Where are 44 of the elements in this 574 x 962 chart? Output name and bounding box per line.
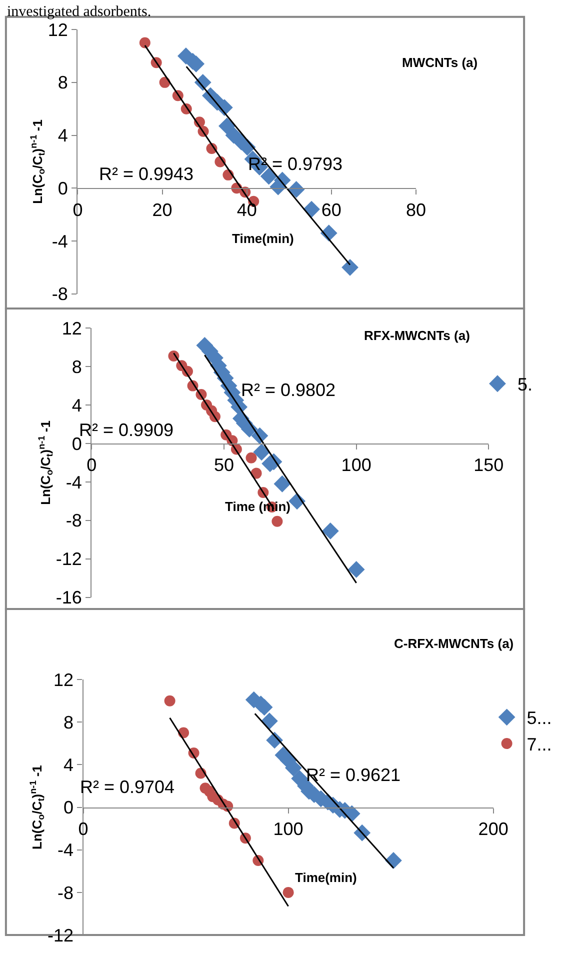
chart-title: C-RFX-MWCNTs (a) xyxy=(394,636,514,651)
x-tick-label: 150 xyxy=(474,455,504,476)
y-tick-label: 4 xyxy=(72,395,82,416)
legend-label: 7... xyxy=(526,734,552,755)
x-axis-title: Time(min) xyxy=(232,231,294,246)
y-tick-label: -8 xyxy=(52,284,68,304)
y-tick-label: 12 xyxy=(48,20,68,40)
y-tick-label: -4 xyxy=(66,472,82,492)
y-tick-label: 8 xyxy=(64,712,74,732)
x-tick-label: 100 xyxy=(341,455,372,476)
x-tick-label: 40 xyxy=(236,200,257,220)
y-tick-label: 12 xyxy=(62,318,82,338)
y-tick-label: 0 xyxy=(64,798,74,818)
annotation: R² = 0.9909 xyxy=(79,420,174,440)
y-tick-label: 8 xyxy=(72,356,82,377)
y-tick-label: 4 xyxy=(64,755,74,775)
y-tick-label: -8 xyxy=(58,882,74,903)
y-tick-label: -4 xyxy=(52,231,68,252)
y-tick-label: 0 xyxy=(72,434,82,454)
annotation: R² = 0.9704 xyxy=(80,777,175,797)
x-tick-label: 0 xyxy=(86,455,97,476)
y-tick-label: -4 xyxy=(58,840,74,860)
y-tick-label: 12 xyxy=(54,670,74,690)
x-axis-title: Time(min) xyxy=(295,870,357,885)
y-tick-label: 8 xyxy=(58,72,68,93)
text: investigated adsorbents. xyxy=(7,4,152,20)
text: MWCNTs (a) xyxy=(402,55,478,70)
annotation: R² = 0.9943 xyxy=(99,164,194,184)
y-tick-label: 0 xyxy=(58,178,68,198)
x-tick-label: 80 xyxy=(406,200,426,220)
legend-label: 5. xyxy=(517,374,532,395)
chart-title: RFX-MWCNTs (a) xyxy=(364,328,470,343)
y-tick-label: -12 xyxy=(48,925,74,946)
annotation: R² = 0.9802 xyxy=(241,380,336,400)
x-tick-label: 60 xyxy=(321,200,342,220)
x-tick-label: 20 xyxy=(152,200,172,220)
y-tick-label: -16 xyxy=(56,588,82,608)
legend-label: 5... xyxy=(526,708,552,728)
x-tick-label: 200 xyxy=(478,819,508,840)
y-tick-label: 4 xyxy=(58,126,68,146)
x-tick-label: 100 xyxy=(273,819,304,840)
x-tick-label: 50 xyxy=(214,455,234,476)
y-tick-label: -12 xyxy=(56,549,82,570)
y-tick-label: -8 xyxy=(66,510,82,531)
